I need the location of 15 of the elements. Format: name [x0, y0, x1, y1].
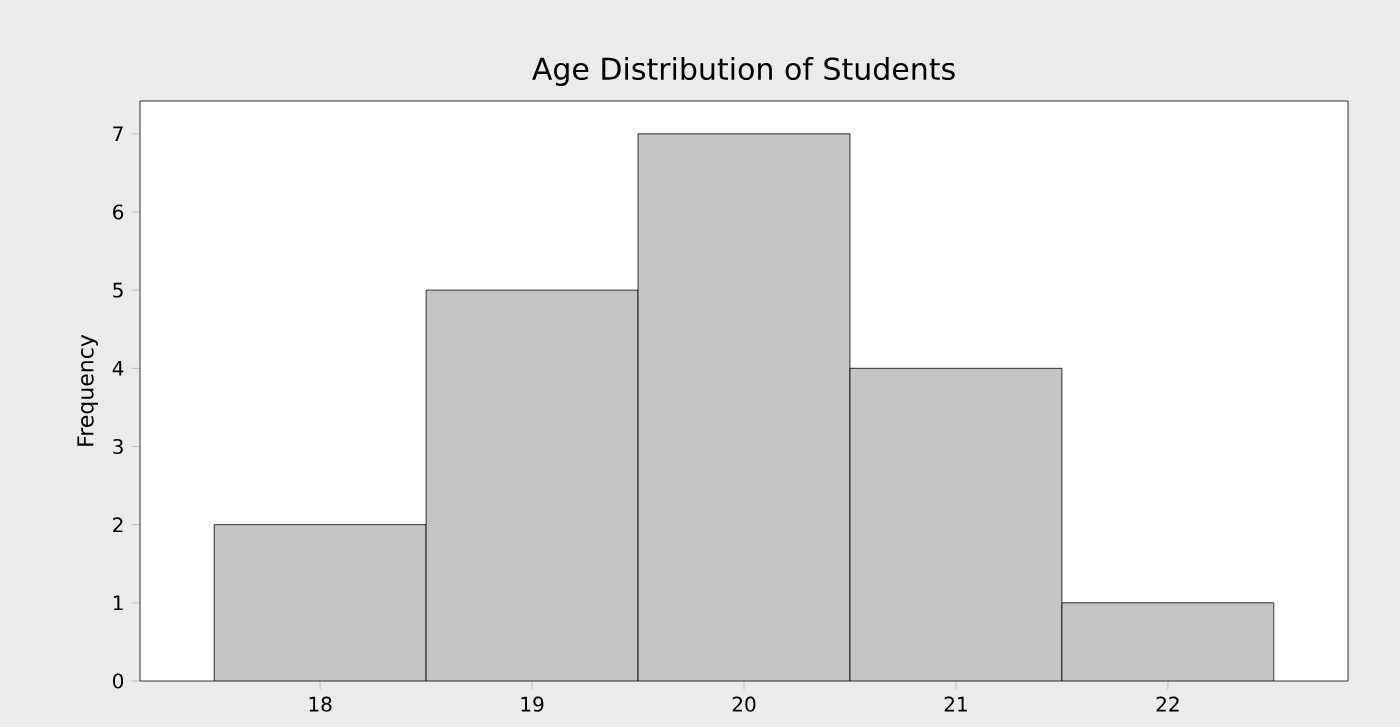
y-tick-label: 7: [113, 126, 123, 142]
y-tick-label: 0: [112, 673, 124, 689]
y-tick-label: 6: [113, 204, 124, 220]
x-tick-label: 18: [309, 696, 332, 712]
x-tick-label: 21: [944, 696, 967, 712]
y-tick-label: 2: [113, 517, 123, 533]
y-axis-title: Frequency: [77, 334, 98, 446]
y-tick-label: 3: [113, 438, 123, 455]
y-tick-label: 4: [112, 361, 124, 376]
x-tick-label: 22: [1156, 696, 1179, 712]
y-tick-label: 5: [113, 282, 123, 298]
y-tick-label: 1: [113, 595, 123, 611]
chart-title: Age Distribution of Students: [532, 56, 955, 86]
x-tick-label: 20: [732, 696, 756, 712]
x-tick-label: 19: [521, 696, 544, 712]
